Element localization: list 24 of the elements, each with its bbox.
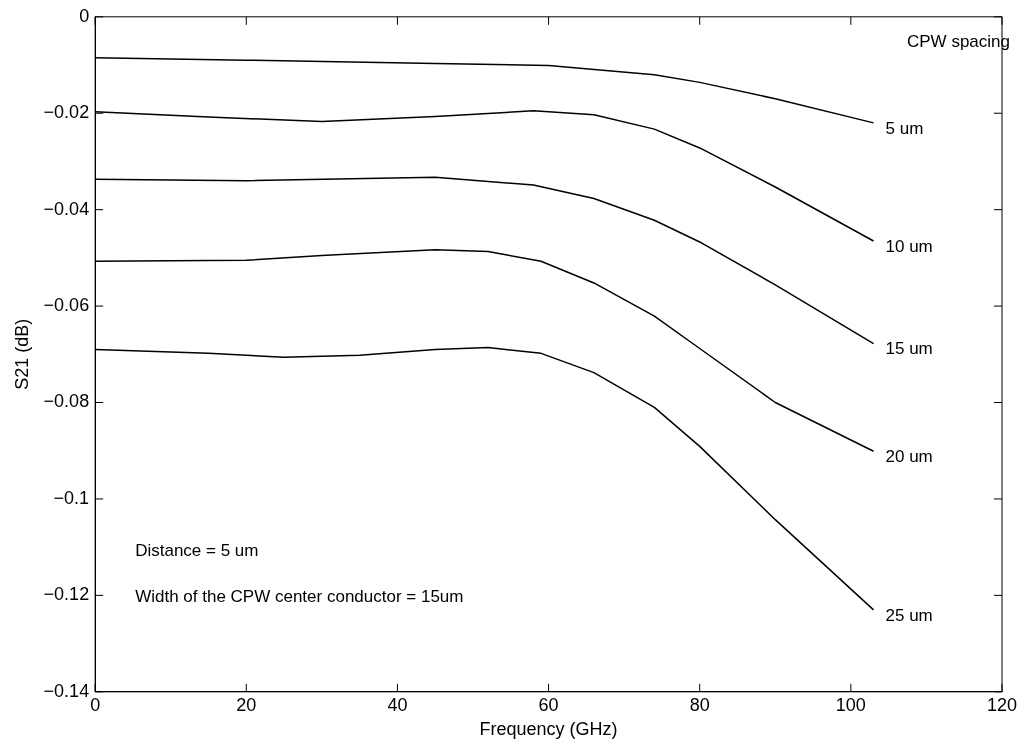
x-axis-title: Frequency (GHz) <box>479 719 618 740</box>
y-tick-label: −0.1 <box>53 487 90 508</box>
x-tick-label: 80 <box>689 694 710 715</box>
x-tick-label: 120 <box>986 694 1018 715</box>
series-label: 5 um <box>885 118 924 138</box>
y-tick-label: −0.06 <box>43 295 90 316</box>
y-axis-title: S21 (dB) <box>11 318 32 390</box>
x-tick-label: 20 <box>236 694 257 715</box>
y-tick-label: −0.12 <box>43 584 90 605</box>
series-label: 25 um <box>885 605 933 625</box>
x-tick-label: 40 <box>387 694 408 715</box>
y-tick-label: −0.04 <box>43 198 90 219</box>
x-tick-label: 100 <box>835 694 866 715</box>
y-tick-label: −0.14 <box>43 680 90 701</box>
y-tick-label: 0 <box>79 5 90 26</box>
x-tick-label: 60 <box>538 694 559 715</box>
annotation: Distance = 5 um <box>135 541 259 561</box>
y-tick-label: −0.08 <box>43 391 90 412</box>
annotation: Width of the CPW center conductor = 15um <box>135 587 464 607</box>
series-label: 20 um <box>885 446 933 466</box>
annotation: CPW spacing <box>907 32 1010 52</box>
series-label: 10 um <box>885 236 933 256</box>
series-label: 15 um <box>885 339 933 359</box>
y-tick-label: −0.02 <box>43 102 90 123</box>
